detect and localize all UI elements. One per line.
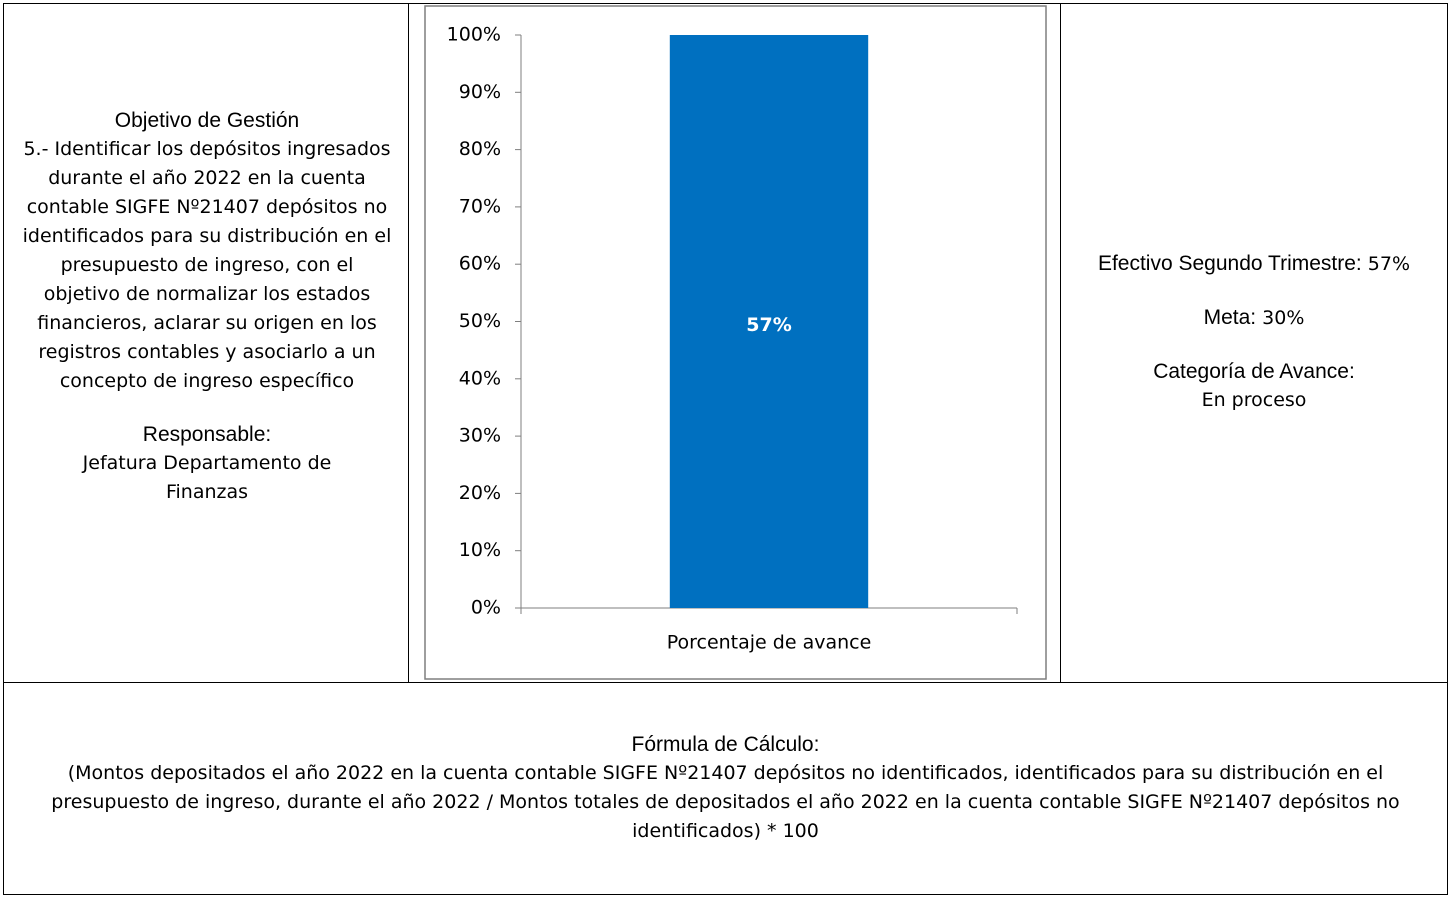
- chart-cell: 0% 10% 20% 30% 40% 50% 60% 70% 80% 90% 100% Porcent…: [408, 3, 1061, 683]
- y-tick-label: 20%: [459, 482, 501, 504]
- responsible-label: Responsable:: [142, 423, 272, 446]
- formula-block: Fórmula de Cálculo: (Montos depositados …: [24, 730, 1427, 846]
- status-block: Efectivo Segundo Trimestre: 57% Meta: 30…: [1061, 249, 1447, 415]
- x-tick-label: Porcentaje de avance: [667, 632, 872, 654]
- effective: 57%: [1367, 253, 1411, 275]
- y-tick-label: 100%: [447, 24, 501, 46]
- y-tick-label: 10%: [459, 539, 501, 561]
- objective-block: Objetivo de Gestión 5.- Identificar los …: [22, 106, 392, 507]
- category-label: Categoría de Avance:: [1153, 360, 1355, 383]
- formula-cell: Fórmula de Cálculo: (Montos depositados …: [3, 682, 1448, 895]
- y-tick-label: 80%: [459, 138, 501, 160]
- y-tick-label: 60%: [459, 253, 501, 275]
- category: En proceso: [1201, 389, 1307, 411]
- chart: 0% 10% 20% 30% 40% 50% 60% 70% 80% 90% 100% Porcent…: [424, 5, 1047, 680]
- goal: 30%: [1262, 307, 1305, 329]
- objective-cell: Objetivo de Gestión 5.- Identificar los …: [3, 3, 409, 683]
- y-tick-label: 0%: [471, 597, 501, 619]
- objective-text: 5.- Identificar los depósitos ingresados…: [22, 138, 392, 392]
- goal-label: Meta:: [1203, 306, 1257, 329]
- y-tick-label: 70%: [459, 195, 501, 217]
- y-tick-label: 30%: [459, 425, 501, 447]
- bar: [669, 35, 869, 608]
- responsible: Jefatura Departamento de Finanzas: [82, 452, 332, 503]
- effective-label: Efectivo Segundo Trimestre:: [1097, 252, 1362, 275]
- objective-title: Objetivo de Gestión: [114, 109, 300, 132]
- y-tick-label: 90%: [459, 81, 501, 103]
- formula-title: Fórmula de Cálculo:: [631, 733, 820, 756]
- formula-text: (Montos depositados el año 2022 en la cu…: [51, 762, 1400, 842]
- y-tick-label: 40%: [459, 367, 501, 389]
- bar-annotation: 57%: [746, 314, 791, 336]
- status-cell: Efectivo Segundo Trimestre: 57% Meta: 30…: [1060, 3, 1448, 683]
- y-tick-label: 50%: [459, 310, 501, 332]
- chart-frame: [424, 5, 1047, 680]
